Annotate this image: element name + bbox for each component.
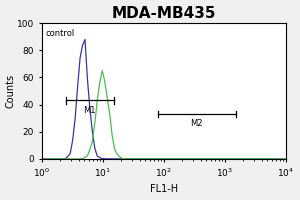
Text: M1: M1 [84,106,96,115]
Y-axis label: Counts: Counts [6,74,16,108]
X-axis label: FL1-H: FL1-H [150,184,178,194]
Text: M2: M2 [190,119,203,128]
Text: control: control [46,29,75,38]
Title: MDA-MB435: MDA-MB435 [112,6,216,21]
